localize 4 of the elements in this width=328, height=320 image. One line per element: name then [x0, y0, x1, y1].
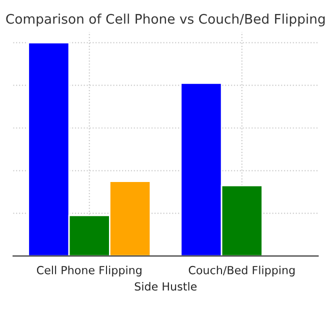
x-axis-title: Side Hustle — [134, 282, 197, 291]
x-tick-label: Couch/Bed Flipping — [188, 266, 295, 276]
x-tick-label: Cell Phone Flipping — [36, 266, 142, 276]
chart-title: Comparison of Cell Phone vs Couch/Bed Flipping — [6, 14, 325, 26]
